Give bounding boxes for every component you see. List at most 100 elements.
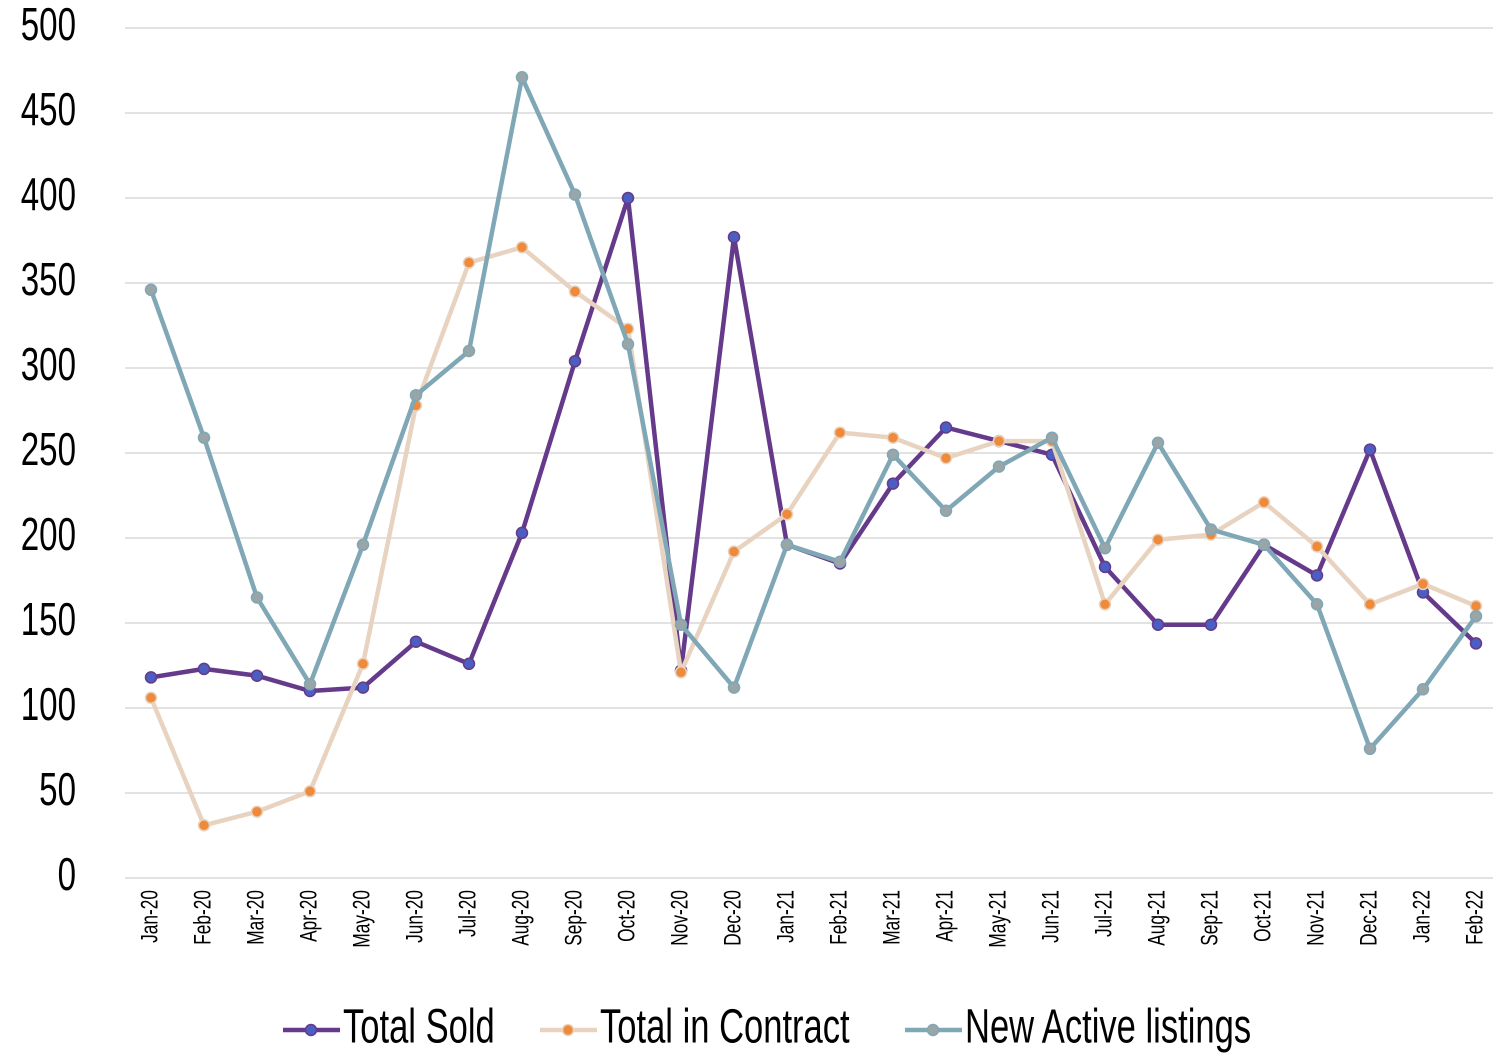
y-tick-label-group: 50	[39, 765, 76, 815]
data-point	[568, 188, 582, 201]
data-point	[992, 460, 1006, 473]
x-tick-label-group: Nov-21	[1303, 890, 1329, 946]
x-tick-label-group: Jan-22	[1409, 890, 1435, 943]
x-tick-label-group: Feb-21	[826, 890, 852, 945]
x-tick-label: Sep-21	[1197, 890, 1223, 946]
data-point	[250, 591, 264, 604]
x-tick-label-group: Jul-21	[1091, 890, 1117, 937]
y-tick-label-group: 300	[21, 340, 76, 390]
x-tick-label: Jan-21	[773, 890, 799, 943]
data-point	[356, 538, 370, 552]
y-tick-label: 0	[58, 850, 76, 900]
x-tick-label-group: Aug-20	[508, 890, 534, 946]
x-tick-label: Apr-21	[932, 890, 958, 942]
y-tick-label: 100	[21, 680, 76, 730]
series-line	[148, 75, 1478, 752]
x-tick-label: Mar-20	[243, 890, 269, 945]
data-point	[1310, 540, 1324, 553]
data-point	[1416, 683, 1430, 696]
data-point	[462, 256, 476, 269]
y-tick-label-group: 500	[21, 0, 76, 50]
data-point	[197, 431, 211, 444]
data-point	[621, 337, 635, 351]
x-tick-label: Aug-20	[508, 890, 534, 946]
data-point	[1204, 618, 1218, 631]
legend-label: Total Sold	[343, 999, 495, 1053]
x-tick-label-group: Jan-20	[137, 890, 163, 943]
data-point	[462, 344, 476, 358]
y-tick-label-group: 200	[21, 510, 76, 560]
data-point	[886, 477, 900, 490]
x-tick-label-group: Sep-20	[561, 890, 587, 946]
data-point	[939, 504, 953, 518]
x-tick-label: Jun-20	[402, 890, 428, 943]
data-point	[515, 71, 529, 84]
y-tick-label: 450	[21, 85, 76, 135]
x-tick-label: May-20	[349, 890, 375, 948]
x-tick-label-group: Mar-21	[879, 890, 905, 945]
x-tick-label-group: Jun-21	[1038, 890, 1064, 943]
x-tick-label: Jan-22	[1409, 890, 1435, 943]
x-tick-label-group: May-20	[349, 890, 375, 948]
legend-label-group: Total in Contract	[600, 999, 850, 1053]
series-line	[148, 245, 1477, 828]
data-point	[939, 451, 953, 465]
y-tick-label: 150	[21, 595, 76, 645]
data-point	[1469, 609, 1483, 623]
y-tick-label-group: 100	[21, 680, 76, 730]
x-tick-label-group: May-21	[985, 890, 1011, 948]
data-point	[727, 545, 741, 558]
x-tick-label: Feb-20	[190, 890, 216, 945]
data-point	[1310, 569, 1324, 582]
x-tick-label: Jul-20	[455, 890, 481, 937]
y-tick-label-group: 350	[21, 255, 76, 305]
x-tick-label: Dec-20	[720, 890, 746, 946]
legend-marker	[926, 1023, 940, 1037]
x-tick-label-group: Aug-21	[1144, 890, 1170, 946]
x-tick-label: Feb-22	[1462, 890, 1488, 945]
x-tick-label-group: Apr-21	[932, 890, 958, 942]
data-point	[144, 671, 158, 684]
data-point	[1416, 577, 1430, 591]
y-tick-label-group: 150	[21, 595, 76, 645]
data-point	[1363, 742, 1377, 756]
y-tick-label: 350	[21, 255, 76, 305]
data-point	[674, 666, 688, 679]
y-tick-label-group: 450	[21, 85, 76, 135]
data-point	[727, 230, 741, 244]
y-tick-label: 250	[21, 425, 76, 475]
data-point	[197, 819, 211, 832]
data-point	[1098, 598, 1112, 611]
y-tick-label: 500	[21, 0, 76, 50]
data-point	[780, 538, 794, 552]
x-tick-label: Sep-20	[561, 890, 587, 946]
x-tick-label-group: Feb-22	[1462, 890, 1488, 945]
x-tick-label-group: Apr-20	[296, 890, 322, 942]
legend-label: Total in Contract	[600, 999, 850, 1053]
data-point	[462, 657, 476, 671]
y-tick-label: 300	[21, 340, 76, 390]
data-point	[1045, 431, 1059, 444]
y-tick-label: 200	[21, 510, 76, 560]
data-point	[674, 618, 688, 631]
x-tick-label-group: Sep-21	[1197, 890, 1223, 946]
data-point	[409, 388, 423, 402]
data-point	[886, 448, 900, 461]
data-point	[833, 426, 847, 439]
x-tick-label-group: Dec-20	[720, 890, 746, 946]
y-tick-label-group: 250	[21, 425, 76, 475]
x-tick-label-group: Jul-20	[455, 890, 481, 937]
x-tick-label: Dec-21	[1356, 890, 1382, 946]
data-point	[727, 681, 741, 694]
data-point	[568, 354, 582, 368]
data-point	[515, 526, 529, 540]
data-point	[1257, 538, 1271, 552]
data-point	[1151, 436, 1165, 450]
data-point	[197, 662, 211, 676]
data-point	[515, 241, 529, 254]
data-point	[1204, 523, 1218, 536]
data-point	[1310, 598, 1324, 611]
data-point	[939, 421, 953, 434]
data-point	[144, 283, 158, 297]
